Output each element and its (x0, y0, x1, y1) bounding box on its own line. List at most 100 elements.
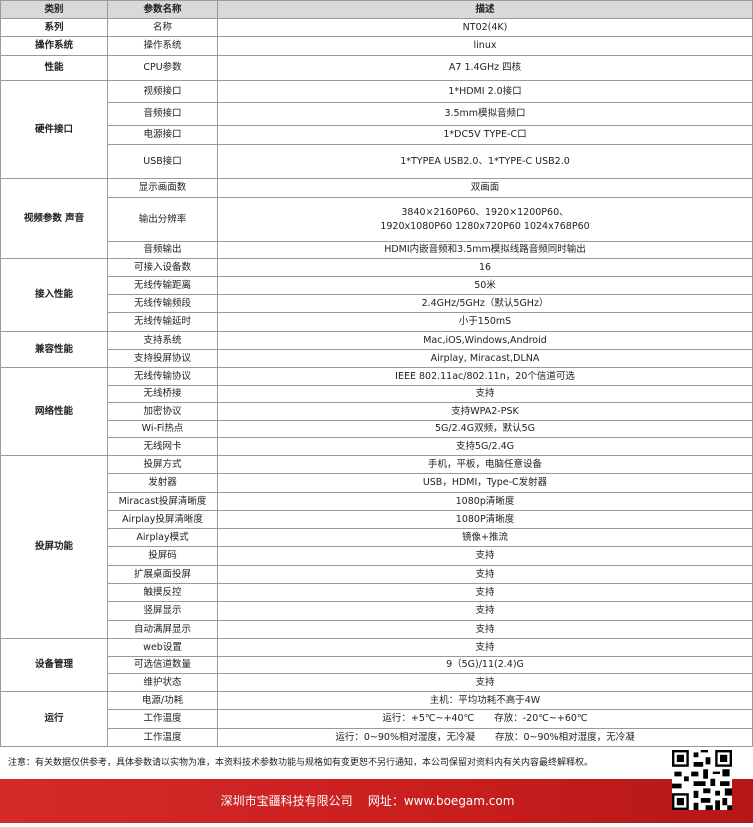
param-cell: 投屏码 (107, 546, 218, 566)
param-cell: 可接入设备数 (107, 258, 218, 277)
desc-cell: 支持WPA2-PSK (217, 402, 753, 421)
param-cell: 扩展桌面投屏 (107, 564, 218, 585)
desc-cell: 主机：平均功耗不高于4W (217, 690, 753, 711)
param-cell: 自动满屏显示 (107, 619, 218, 639)
desc-cell: 运行：+5℃~+40℃ 存放：-20℃~+60℃ (217, 709, 753, 729)
table-row: 自动满屏显示 支持 (1, 619, 753, 639)
table-row: 系列 名称 NT02(4K) (0, 18, 753, 37)
desc-cell: 支持 (217, 619, 753, 639)
table-row: 设备管理 web设置 支持 (0, 637, 753, 692)
desc-cell: 运行：0~90%相对湿度，无冷凝 存放：0~90%相对湿度，无冷凝 (217, 727, 753, 747)
param-cell: 输出分辨率 (107, 197, 218, 242)
note: 注意：有关数据仅供参考，具体参数请以实物为准，本资料技术参数功能与规格如有变更恕… (8, 758, 594, 768)
category-cell: 网络性能 (0, 367, 108, 456)
header-cell: 描述 (217, 0, 753, 19)
desc-part: 存放：0~90%相对湿度，无冷凝 (495, 731, 635, 743)
desc-part: 存放：-20℃~+60℃ (494, 713, 588, 725)
category-cell: 系列 (0, 18, 108, 37)
desc-cell: 支持 (217, 601, 753, 621)
param-cell: 音频输出 (107, 241, 218, 259)
category-cell: 视频参数 声音 (0, 178, 108, 259)
desc-cell: 9（5G)/11(2.4)G (217, 655, 753, 675)
param-cell: 竖屏显示 (107, 601, 218, 621)
desc-cell: 16 (217, 258, 753, 277)
param-cell: 显示画面数 (107, 178, 218, 198)
desc-cell: 3.5mm模拟音频口 (217, 102, 753, 126)
desc-cell: 支持 (217, 637, 753, 657)
qr-code (672, 750, 732, 810)
category-cell: 接入性能 (0, 258, 108, 332)
table-row: 可选信道数量 9（5G)/11(2.4)G (1, 655, 753, 675)
param-cell: USB接口 (107, 144, 218, 179)
table-row: 无线传输频段 2.4GHz/5GHz（默认5GHz） (1, 294, 753, 313)
table-row: 发射器 USB，HDMI，Type-C发射器 (1, 473, 753, 493)
footer-text: 深圳市宝疆科技有限公司 网址：www.boegam.com (220, 794, 515, 808)
desc-cell: 支持 (217, 673, 753, 692)
param-cell: 无线传输频段 (107, 294, 218, 313)
desc-cell: A7 1.4GHz 四核 (217, 55, 753, 81)
desc-cell: 支持 (217, 384, 753, 404)
param-cell: 视频接口 (107, 80, 218, 103)
table-row: 支持投屏协议 Airplay, Miracast,DLNA (1, 349, 753, 368)
spec-table: 类别 参数名称 描述 系列 名称 NT02(4K) 操作系统 操作系统 linux 性能 CPU参数… (0, 0, 753, 747)
param-cell: 支持投屏协议 (107, 349, 218, 368)
header-row: 类别 参数名称 描述 (0, 0, 753, 19)
param-cell: Airplay模式 (107, 528, 218, 548)
table-row: 性能 CPU参数 A7 1.4GHz 四核 (0, 55, 753, 81)
desc-part: 1920x1080P60 1280x720P60 1024x768P60 (380, 220, 590, 232)
category-cell: 设备管理 (0, 637, 108, 692)
desc-cell: 2.4GHz/5GHz（默认5GHz） (217, 294, 753, 313)
table-row: 无线桥接 支持 (1, 384, 753, 404)
desc-cell: 1080p清晰度 (217, 491, 753, 511)
table-row: 音频输出 HDMI内嵌音频和3.5mm模拟线路音频同时输出 (1, 241, 753, 259)
param-cell: 支持系统 (107, 331, 218, 350)
param-cell: 工作温度 (107, 727, 218, 747)
table-row: 竖屏显示 支持 (1, 601, 753, 621)
param-cell: 维护状态 (107, 673, 218, 692)
param-cell: 无线传输延时 (107, 312, 218, 332)
desc-cell: linux (217, 36, 753, 56)
desc-cell: 5G/2.4G双频，默认5G (217, 419, 753, 439)
desc-cell: 小于150mS (217, 312, 753, 332)
desc-cell: Mac,iOS,Windows,Android (217, 331, 753, 350)
param-cell: Miracast投屏清晰度 (107, 491, 218, 511)
table-row: Airplay投屏清晰度 1080P清晰度 (1, 509, 753, 530)
table-row: 无线传输距离 50米 (1, 276, 753, 295)
param-cell: 工作温度 (107, 709, 218, 729)
param-cell: 加密协议 (107, 402, 218, 421)
param-cell: 无线传输距离 (107, 276, 218, 295)
param-cell: 触摸反控 (107, 583, 218, 603)
table-row: 触摸反控 支持 (1, 583, 753, 603)
param-cell: 电源接口 (107, 125, 218, 145)
param-cell: 电源/功耗 (107, 690, 218, 711)
desc-part: 运行：0~90%相对湿度，无冷凝 (335, 731, 475, 743)
desc-cell: 1*HDMI 2.0接口 (217, 80, 753, 103)
desc-cell: 1*TYPEA USB2.0、1*TYPE-C USB2.0 (217, 144, 753, 179)
desc-cell: 双画面 (217, 178, 753, 198)
table-row: 投屏码 支持 (1, 546, 753, 566)
param-cell: 无线网卡 (107, 437, 218, 456)
param-cell: 发射器 (107, 473, 218, 493)
table-row: 硬件接口 视频接口 1*HDMI 2.0接口 (0, 80, 753, 179)
param-cell: Wi-Fi热点 (107, 419, 218, 439)
header-cell: 参数名称 (107, 0, 218, 19)
table-row: Wi-Fi热点 5G/2.4G双频，默认5G (1, 419, 753, 439)
table-row: 工作温度 运行：+5℃~+40℃ 存放：-20℃~+60℃ (1, 709, 753, 729)
param-cell: 音频接口 (107, 102, 218, 126)
category-cell: 运行 (0, 690, 108, 747)
desc-cell: 支持5G/2.4G (217, 437, 753, 456)
table-row: 音频接口 3.5mm模拟音频口 (1, 102, 753, 126)
param-cell: 可选信道数量 (107, 655, 218, 675)
table-row: 无线传输延时 小于150mS (1, 312, 753, 332)
table-row: 扩展桌面投屏 支持 (1, 564, 753, 585)
param-cell: CPU参数 (107, 55, 218, 81)
desc-cell: NT02(4K) (217, 18, 753, 37)
category-cell: 硬件接口 (0, 80, 108, 179)
table-row: 维护状态 支持 (1, 673, 753, 692)
param-cell: Airplay投屏清晰度 (107, 509, 218, 530)
table-row: Miracast投屏清晰度 1080p清晰度 (1, 491, 753, 511)
param-cell: 操作系统 (107, 36, 218, 56)
param-cell: web设置 (107, 637, 218, 657)
table-row: 兼容性能 支持系统 Mac,iOS,Windows,Android (0, 331, 753, 368)
param-cell: 投屏方式 (107, 454, 218, 475)
